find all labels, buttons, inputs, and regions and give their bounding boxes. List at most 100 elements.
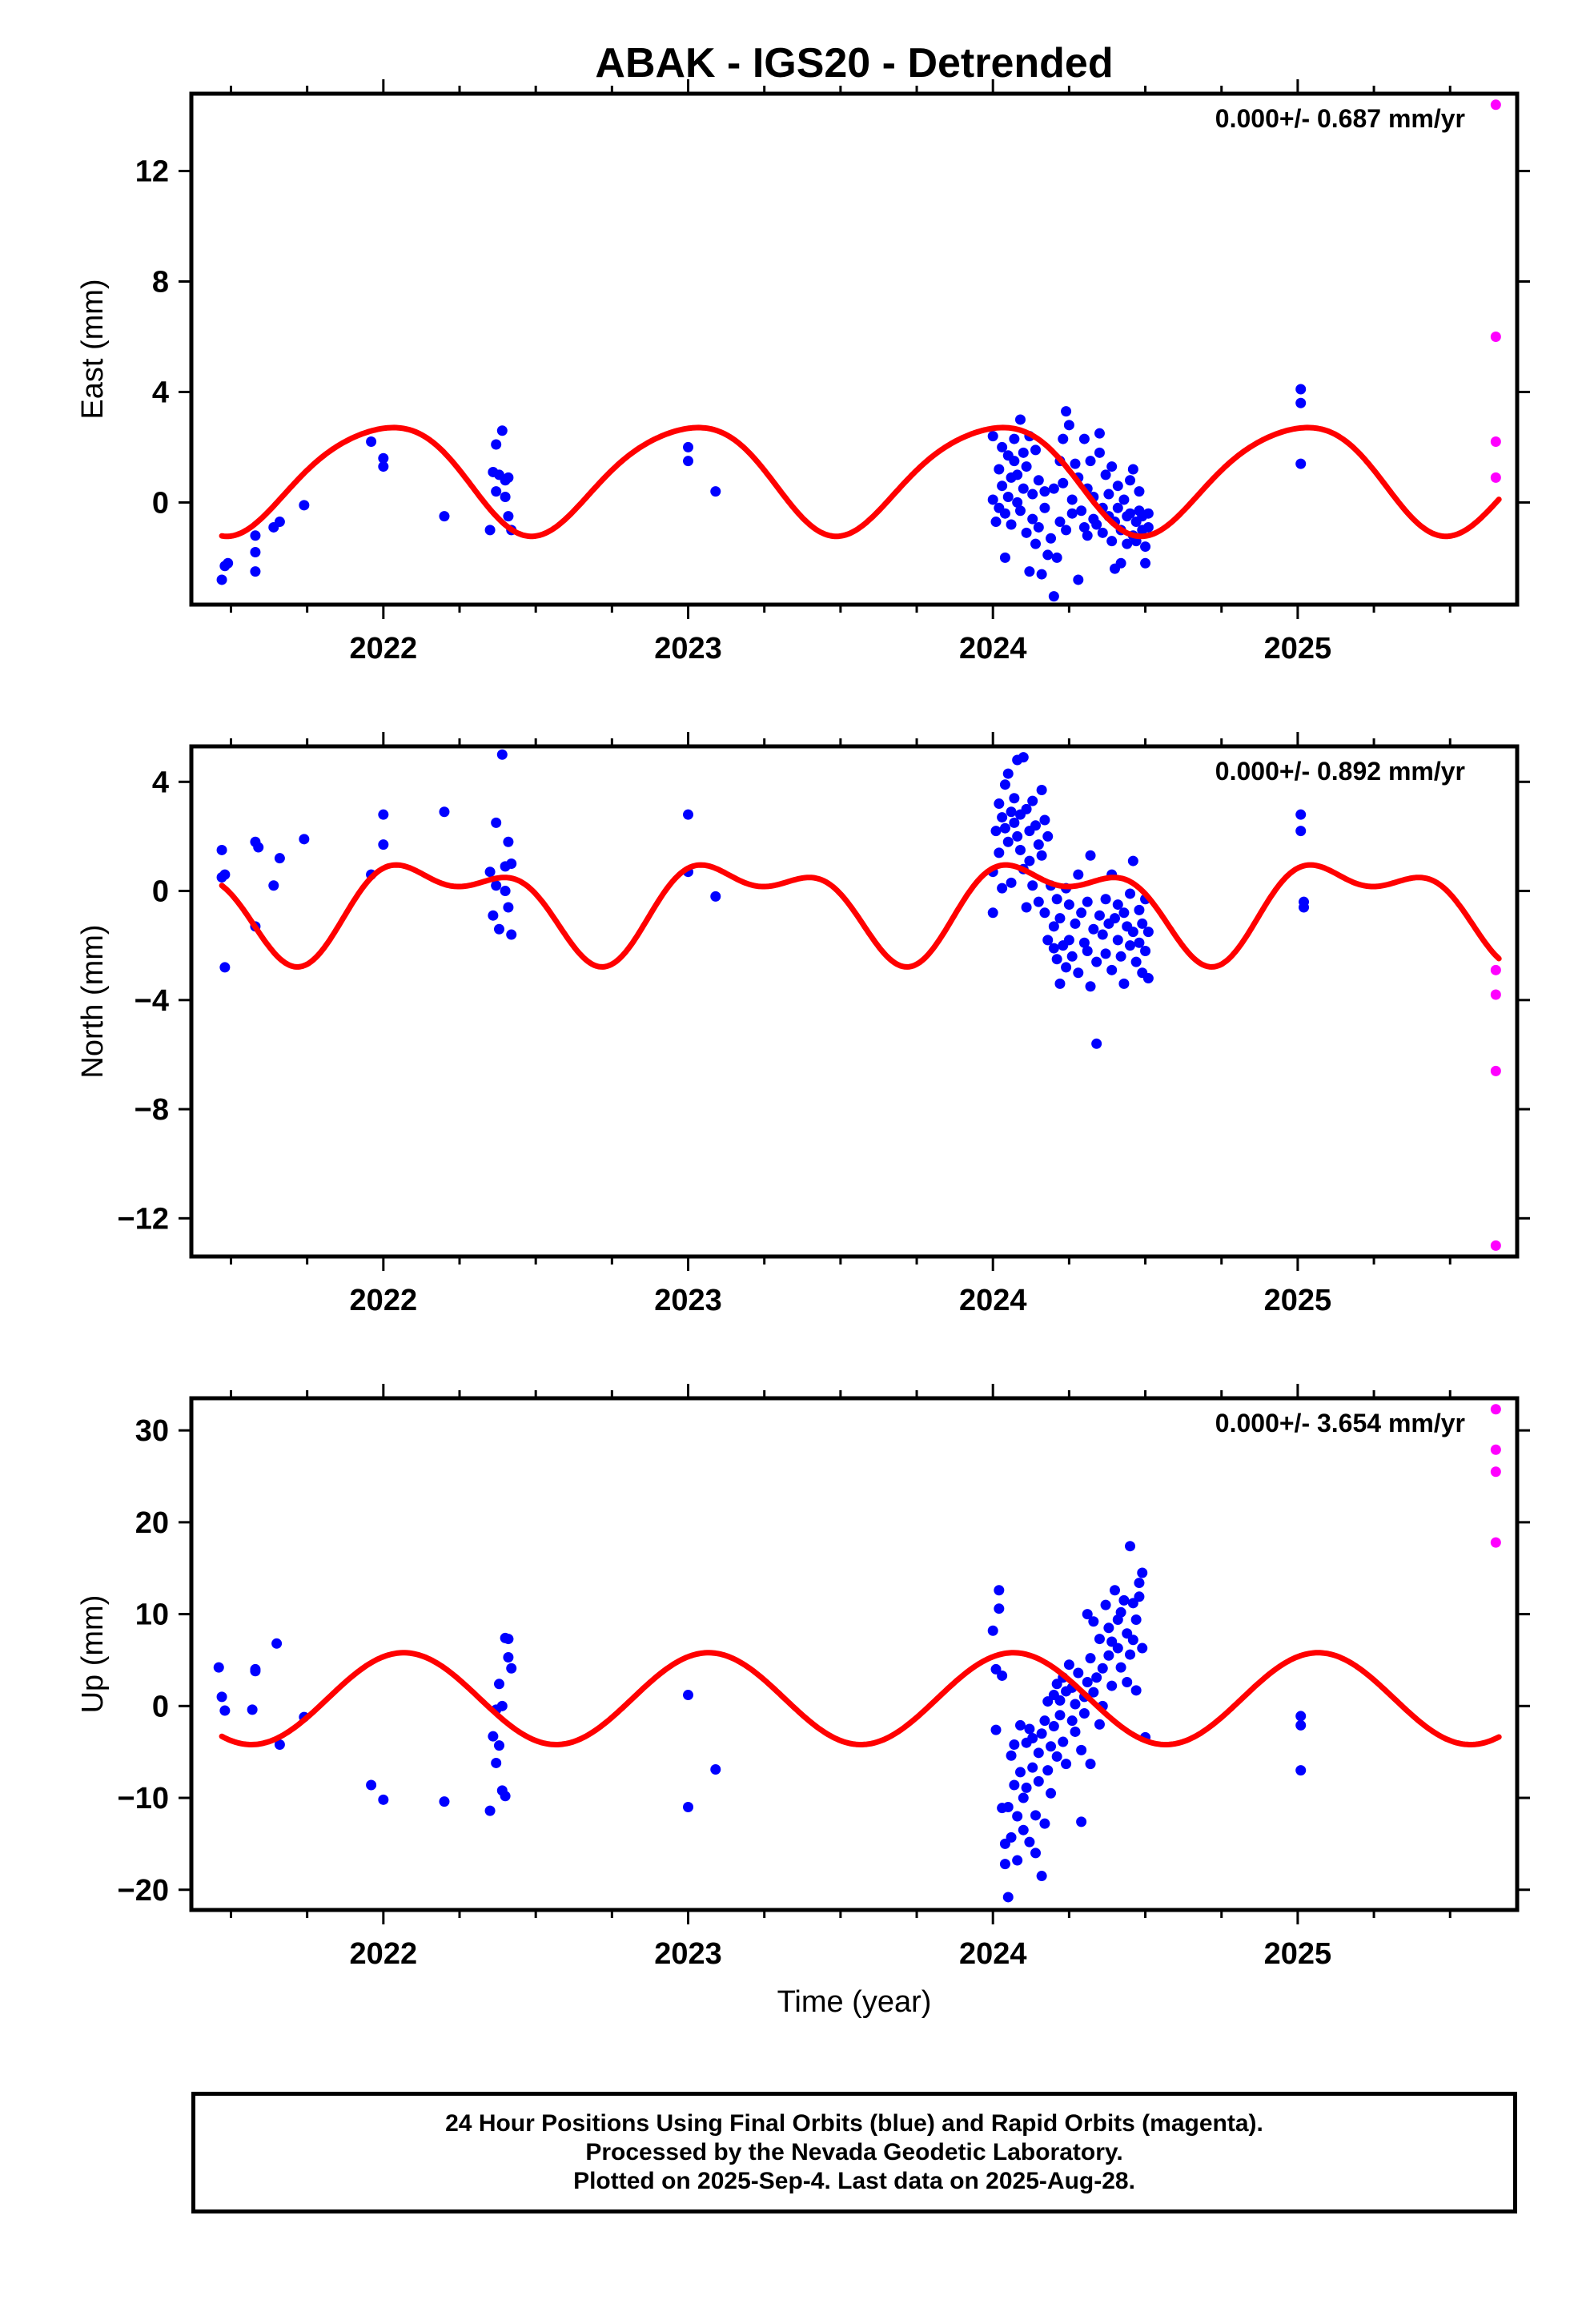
final-orbit-point xyxy=(274,853,285,864)
y-tick-label: 4 xyxy=(152,766,169,799)
final-orbit-point xyxy=(1039,907,1050,919)
final-orbit-point xyxy=(999,822,1010,834)
final-orbit-point xyxy=(1054,1695,1066,1706)
x-tick-label-2022: 2022 xyxy=(350,1284,418,1317)
final-orbit-point xyxy=(994,464,1005,475)
final-orbit-point xyxy=(503,836,514,847)
final-orbit-point xyxy=(1009,433,1020,444)
final-orbit-point xyxy=(1021,1782,1032,1793)
final-orbit-point xyxy=(1051,954,1062,965)
final-orbit-point xyxy=(1021,461,1032,472)
final-orbit-point xyxy=(1142,508,1154,519)
final-orbit-point xyxy=(491,880,502,891)
final-orbit-point xyxy=(1106,461,1118,472)
final-orbit-point xyxy=(1125,888,1136,899)
final-orbit-point xyxy=(1073,967,1084,979)
final-orbit-point xyxy=(503,472,514,483)
final-orbit-point xyxy=(1100,469,1111,480)
final-orbit-point xyxy=(506,1663,517,1674)
final-orbit-point xyxy=(1137,1567,1148,1578)
final-orbit-point xyxy=(493,923,504,935)
final-orbit-point xyxy=(1122,538,1133,549)
final-orbit-point xyxy=(1078,521,1090,533)
final-orbit-point xyxy=(1091,1038,1102,1049)
y-axis-label-north: North (mm) xyxy=(76,924,110,1078)
final-orbit-point xyxy=(683,456,694,467)
final-orbit-point xyxy=(1106,536,1118,547)
final-orbit-point xyxy=(1030,1848,1042,1859)
final-orbit-point xyxy=(1046,1741,1057,1752)
final-orbit-point xyxy=(1030,820,1042,831)
final-orbit-point xyxy=(1036,1871,1047,1882)
y-tick-label: 12 xyxy=(135,155,169,189)
final-orbit-point xyxy=(1088,1616,1099,1627)
final-orbit-point xyxy=(223,557,234,569)
rate-annotation-up: 0.000+/- 3.654 mm/yr xyxy=(1215,1409,1465,1437)
final-orbit-point xyxy=(1125,1649,1136,1660)
final-orbit-point xyxy=(1295,397,1307,408)
y-axis-label-east: East (mm) xyxy=(76,279,110,419)
x-tick-label-2024: 2024 xyxy=(959,632,1027,665)
final-orbit-point xyxy=(1097,929,1108,940)
final-orbit-point xyxy=(1027,1732,1038,1743)
final-orbit-point xyxy=(366,1779,377,1791)
final-orbit-point xyxy=(1094,1634,1105,1645)
final-orbit-point xyxy=(1048,1721,1059,1732)
final-orbit-point xyxy=(1076,907,1087,919)
final-orbit-point xyxy=(1142,927,1154,938)
final-orbit-point xyxy=(1021,902,1032,913)
final-orbit-point xyxy=(1033,1775,1044,1787)
final-orbit-point xyxy=(1024,566,1035,577)
rapid-orbit-point xyxy=(1490,1537,1501,1548)
plot-area-north xyxy=(216,749,1502,1251)
final-orbit-point xyxy=(1085,981,1096,992)
final-orbit-point xyxy=(1002,1802,1014,1813)
final-orbit-point xyxy=(1085,1759,1096,1770)
x-tick-label-2025: 2025 xyxy=(1264,1937,1332,1971)
final-orbit-point xyxy=(1002,836,1014,847)
final-orbit-point xyxy=(1085,456,1096,467)
final-orbit-point xyxy=(1137,918,1148,929)
final-orbit-point xyxy=(1140,557,1151,569)
y-axis-label-up: Up (mm) xyxy=(76,1595,110,1714)
final-orbit-point xyxy=(253,842,264,853)
x-tick-label-2024: 2024 xyxy=(959,1937,1027,1971)
final-orbit-point xyxy=(1137,1642,1148,1654)
final-orbit-point xyxy=(1054,978,1066,989)
final-orbit-point xyxy=(484,1805,496,1816)
final-orbit-point xyxy=(274,517,285,528)
final-orbit-point xyxy=(1070,1726,1081,1737)
final-orbit-point xyxy=(999,552,1010,563)
final-orbit-point xyxy=(439,806,450,818)
final-orbit-point xyxy=(1142,521,1154,533)
final-orbit-point xyxy=(1058,1736,1069,1747)
final-orbit-point xyxy=(1118,907,1130,919)
x-tick-label-2022: 2022 xyxy=(350,1937,418,1971)
rapid-orbit-point xyxy=(1490,1466,1501,1478)
plot-area-east xyxy=(216,99,1502,602)
final-orbit-point xyxy=(994,798,1005,810)
final-orbit-point xyxy=(1014,844,1026,855)
final-orbit-point xyxy=(1100,1599,1111,1610)
final-orbit-point xyxy=(1115,951,1126,962)
rapid-orbit-point xyxy=(1490,436,1501,448)
final-orbit-point xyxy=(1006,806,1017,818)
final-orbit-point xyxy=(710,486,721,497)
final-orbit-point xyxy=(1112,502,1123,513)
panel-north: 2022 2023 2024 2025 4 0 −4 −8 −12 North (mm) 0.000… xyxy=(76,732,1530,1317)
final-orbit-point xyxy=(1070,918,1081,929)
final-orbit-point xyxy=(990,826,1002,837)
final-orbit-point xyxy=(1078,937,1090,948)
final-orbit-point xyxy=(1066,494,1078,505)
final-orbit-point xyxy=(1027,1762,1038,1773)
x-axis-label: Time (year) xyxy=(777,1985,932,2019)
final-orbit-point xyxy=(1012,830,1023,842)
final-orbit-point xyxy=(1061,406,1072,417)
final-orbit-point xyxy=(994,1585,1005,1596)
final-orbit-point xyxy=(999,779,1010,790)
final-orbit-point xyxy=(488,1731,499,1742)
final-orbit-point xyxy=(1048,591,1059,602)
final-orbit-point xyxy=(1039,1715,1050,1727)
final-orbit-point xyxy=(271,1638,283,1649)
final-orbit-point xyxy=(366,436,377,448)
